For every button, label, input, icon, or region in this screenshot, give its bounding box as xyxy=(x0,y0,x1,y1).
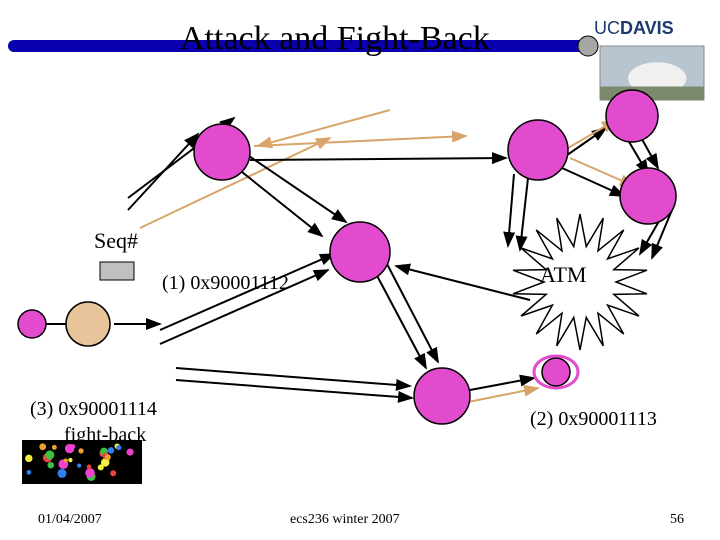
label-seq-2: (2) 0x90001113 xyxy=(530,408,657,431)
seq-label: Seq# xyxy=(94,228,138,254)
slide-container: Attack and Fight-Back Seq# (1) 0x9000111… xyxy=(0,0,720,540)
diagram-svg xyxy=(0,0,720,540)
footer-page: 56 xyxy=(670,512,684,528)
label-seq-1: (1) 0x90001112 xyxy=(162,272,289,295)
footer-date: 01/04/2007 xyxy=(38,512,102,528)
slide-title: Attack and Fight-Back xyxy=(180,20,490,58)
footer-course: ecs236 winter 2007 xyxy=(290,512,400,528)
logo-davis: DAVIS xyxy=(620,18,674,38)
ucdavis-logo: UCDAVIS xyxy=(594,18,674,39)
logo-uc: UC xyxy=(594,18,620,38)
atm-label: ATM xyxy=(540,262,586,288)
label-seq-3a: (3) 0x90001114 xyxy=(30,398,157,421)
label-seq-3b: fight-back xyxy=(64,424,146,447)
